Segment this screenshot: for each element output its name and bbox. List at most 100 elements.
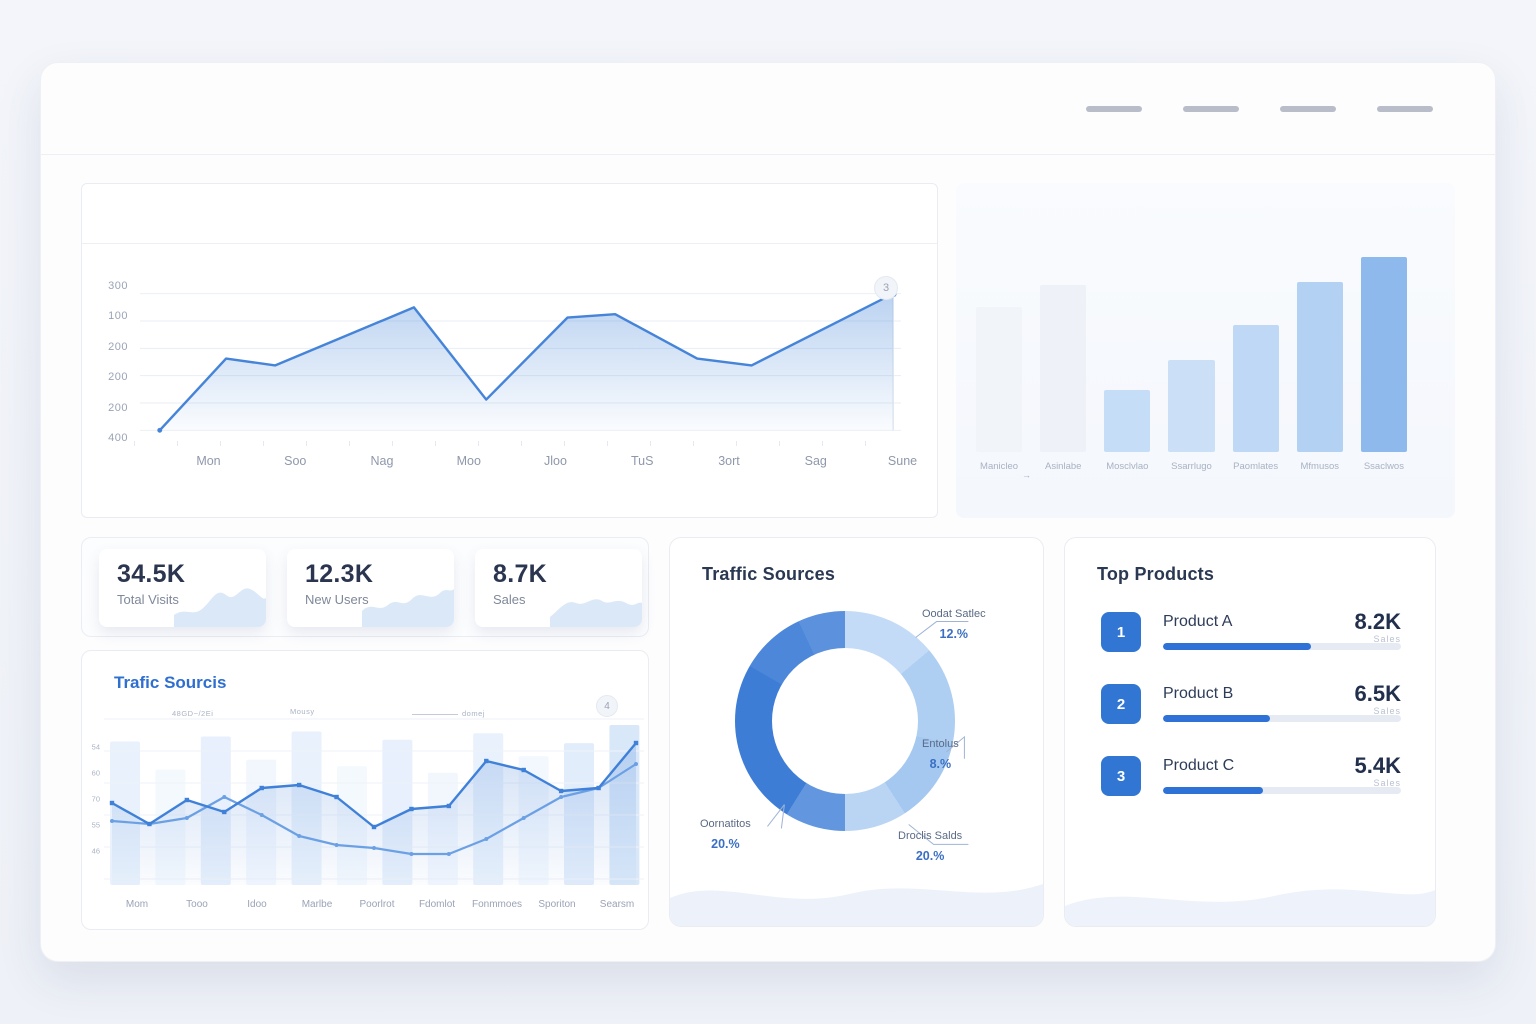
product-value: 6.5K: [1354, 681, 1401, 706]
product-value: 5.4K: [1354, 753, 1401, 778]
callout-percent: 20.%: [915, 849, 945, 863]
bar-category-label: Asinlabe: [1044, 461, 1082, 472]
y-tick-label: 60: [91, 768, 100, 778]
visits-line-chart: 300 100 200 200 200 400 Mon Soo Nag Moo Jloo TuS 3o…: [108, 280, 917, 468]
donut-callout: Droclis Salds 20.%: [898, 830, 962, 863]
chart-point-badge: 3: [874, 276, 898, 300]
callout-percent: 12.%: [939, 627, 969, 641]
bar: [1104, 389, 1151, 452]
callout-percent: 8.%: [929, 757, 952, 771]
data-point: [259, 785, 264, 791]
data-point: [409, 852, 414, 856]
y-tick-label: 200: [108, 401, 128, 414]
x-tick-label: Nag: [370, 454, 394, 468]
data-point: [222, 795, 227, 799]
callout-label: Entolus: [922, 738, 959, 750]
app-header: [41, 63, 1495, 155]
x-tick-label: TuS: [631, 454, 654, 468]
data-point: [372, 846, 376, 850]
x-tick-label: Moo: [456, 454, 481, 468]
x-tick-label: Poorlrot: [359, 899, 395, 910]
traffic-combo-chart-card: Trafic Sourcis 4 54 60 70 55 46 Mom Tooo Idoo M…: [81, 650, 649, 930]
donut-hole: [772, 648, 918, 794]
wave-decoration: [174, 588, 266, 627]
nav-item-skeleton[interactable]: [1183, 105, 1239, 112]
data-point: [109, 800, 115, 806]
x-tick-label: Jloo: [544, 454, 567, 468]
chart-annotation: 48GD~/2Ei: [172, 709, 214, 718]
area-fill: [159, 293, 894, 431]
dashboard-window: 300 100 200 200 200 400 Mon Soo Nag Moo Jloo TuS 3o…: [40, 62, 1496, 962]
data-point: [110, 819, 114, 823]
product-value: 8.2K: [1354, 609, 1401, 634]
card-title: Traffic Sources: [702, 564, 836, 584]
x-tick-label: Sporiton: [538, 899, 576, 910]
product-unit: Sales: [1373, 778, 1401, 788]
callout-label: Oornatitos: [700, 818, 751, 830]
bar-column: Mosclvlao: [1104, 202, 1151, 472]
x-tick-label: Idoo: [247, 899, 267, 910]
y-tick-label: 300: [108, 280, 128, 292]
category-bar-chart-panel: Manicleo Asinlabe Mosclvlao Ssarrlugo Paomla…: [956, 183, 1455, 518]
traffic-sources-donut-chart: [735, 611, 955, 831]
bar-column: Mfmusos: [1296, 202, 1343, 472]
x-tick-label: Tooo: [186, 899, 208, 910]
data-point: [446, 803, 452, 809]
data-point: [634, 762, 638, 766]
callout-percent: 20.%: [711, 837, 740, 851]
y-tick-label: 55: [91, 820, 100, 830]
nav-item-skeleton[interactable]: [1280, 105, 1336, 112]
bar: [1040, 284, 1087, 452]
stat-value: 12.3K: [305, 560, 374, 588]
data-point: [259, 813, 264, 817]
x-axis-ticks: [134, 441, 905, 446]
nav-item-skeleton[interactable]: [1377, 105, 1433, 112]
y-tick-label: 46: [91, 846, 100, 856]
visits-line-chart-card: 300 100 200 200 200 400 Mon Soo Nag Moo Jloo TuS 3o…: [81, 183, 938, 518]
data-point: [521, 767, 526, 773]
x-tick-label: 3ort: [718, 454, 740, 468]
rank-badge: 3: [1101, 756, 1141, 796]
bar-category-label: Ssarrlugo: [1171, 461, 1212, 472]
chart-annotation: Mousy: [290, 707, 315, 716]
product-row-b[interactable]: 2 Product B 6.5K Sales: [1101, 681, 1401, 724]
y-tick-label: 54: [91, 742, 100, 752]
bar: [976, 307, 1023, 452]
x-tick-label: Mom: [125, 899, 149, 910]
callout-label: Droclis Salds: [898, 830, 963, 842]
y-tick-label: 200: [108, 371, 128, 384]
data-point: [558, 788, 564, 794]
product-unit: Sales: [1373, 634, 1401, 644]
product-row-c[interactable]: 3 Product C 5.4K Sales: [1101, 753, 1401, 796]
chart-annotation: domej: [412, 709, 485, 718]
data-point: [334, 794, 339, 800]
data-point: [184, 797, 190, 803]
data-point: [157, 427, 163, 433]
area-fill: [112, 743, 636, 885]
nav-item-skeleton[interactable]: [1086, 105, 1142, 112]
data-point: [409, 806, 414, 812]
bar-column: Paomlates: [1232, 202, 1279, 472]
stat-card-total-visits: 34.5K Total Visits: [99, 549, 266, 627]
wave-decoration: [1065, 889, 1435, 926]
data-point: [559, 795, 564, 799]
bar: [1360, 257, 1407, 452]
dashboard-content: 300 100 200 200 200 400 Mon Soo Nag Moo Jloo TuS 3o…: [41, 155, 1495, 930]
data-point: [371, 824, 377, 830]
x-tick-label: Fdomlot: [418, 899, 456, 910]
bar: [1296, 282, 1343, 452]
progress-track: [1163, 715, 1401, 722]
progress-track: [1163, 643, 1401, 650]
data-point: [222, 809, 227, 815]
category-bar-chart: Manicleo Asinlabe Mosclvlao Ssarrlugo Paomla…: [976, 202, 1407, 472]
product-row-a[interactable]: 1 Product A 8.2K Sales: [1101, 609, 1401, 652]
bar-category-label: Mfmusos: [1300, 461, 1340, 472]
wave-decoration: [670, 884, 1043, 926]
progress-fill: [1163, 715, 1271, 722]
wave-decoration: [550, 599, 642, 627]
card-title: Top Products: [1097, 564, 1215, 584]
stat-card-sales: 8.7K Sales: [475, 549, 642, 627]
x-tick-label: Mon: [196, 454, 221, 468]
bar: [1232, 324, 1279, 452]
donut-callout: Oodat Satlec 12.%: [922, 608, 986, 641]
